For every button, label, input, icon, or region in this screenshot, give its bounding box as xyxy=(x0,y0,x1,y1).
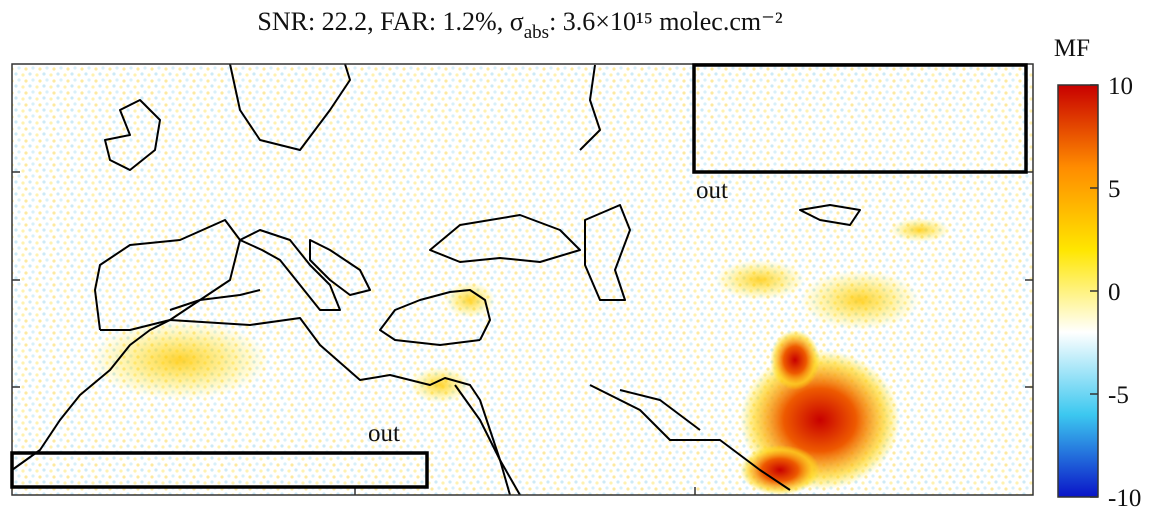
title: SNR: 22.2, FAR: 1.2%, σabs: 3.6×10¹⁵ mol… xyxy=(257,7,782,43)
colorbar: MF 10 5 0 -5 -10 xyxy=(1054,35,1141,512)
colorbar-tick-label: 5 xyxy=(1108,176,1121,203)
colorbar-tick-label: -10 xyxy=(1108,485,1141,512)
title-suffix: : 3.6×10¹⁵ molec.cm⁻² xyxy=(549,7,783,36)
exclusion-box xyxy=(10,451,429,489)
title-prefix: SNR: 22.2, FAR: 1.2%, σ xyxy=(257,7,523,36)
map: out out xyxy=(10,63,1034,496)
colorbar-tick-label: -5 xyxy=(1108,382,1129,409)
colorbar-tick-label: 0 xyxy=(1108,279,1121,306)
annotation: out xyxy=(696,177,728,204)
title-subscript: abs xyxy=(524,22,549,43)
colorbar-tick-label: 10 xyxy=(1108,73,1133,100)
coastlines xyxy=(11,63,861,496)
exclusion-box xyxy=(692,63,1028,174)
annotation: out xyxy=(368,420,400,447)
axis-ticks xyxy=(12,171,1033,495)
anomaly-areas xyxy=(90,218,950,495)
colorbar-label: MF xyxy=(1054,35,1090,62)
